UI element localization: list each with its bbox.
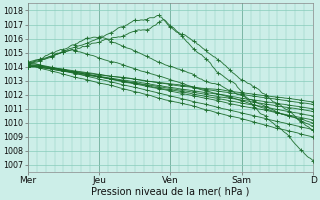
- X-axis label: Pression niveau de la mer( hPa ): Pression niveau de la mer( hPa ): [91, 187, 250, 197]
